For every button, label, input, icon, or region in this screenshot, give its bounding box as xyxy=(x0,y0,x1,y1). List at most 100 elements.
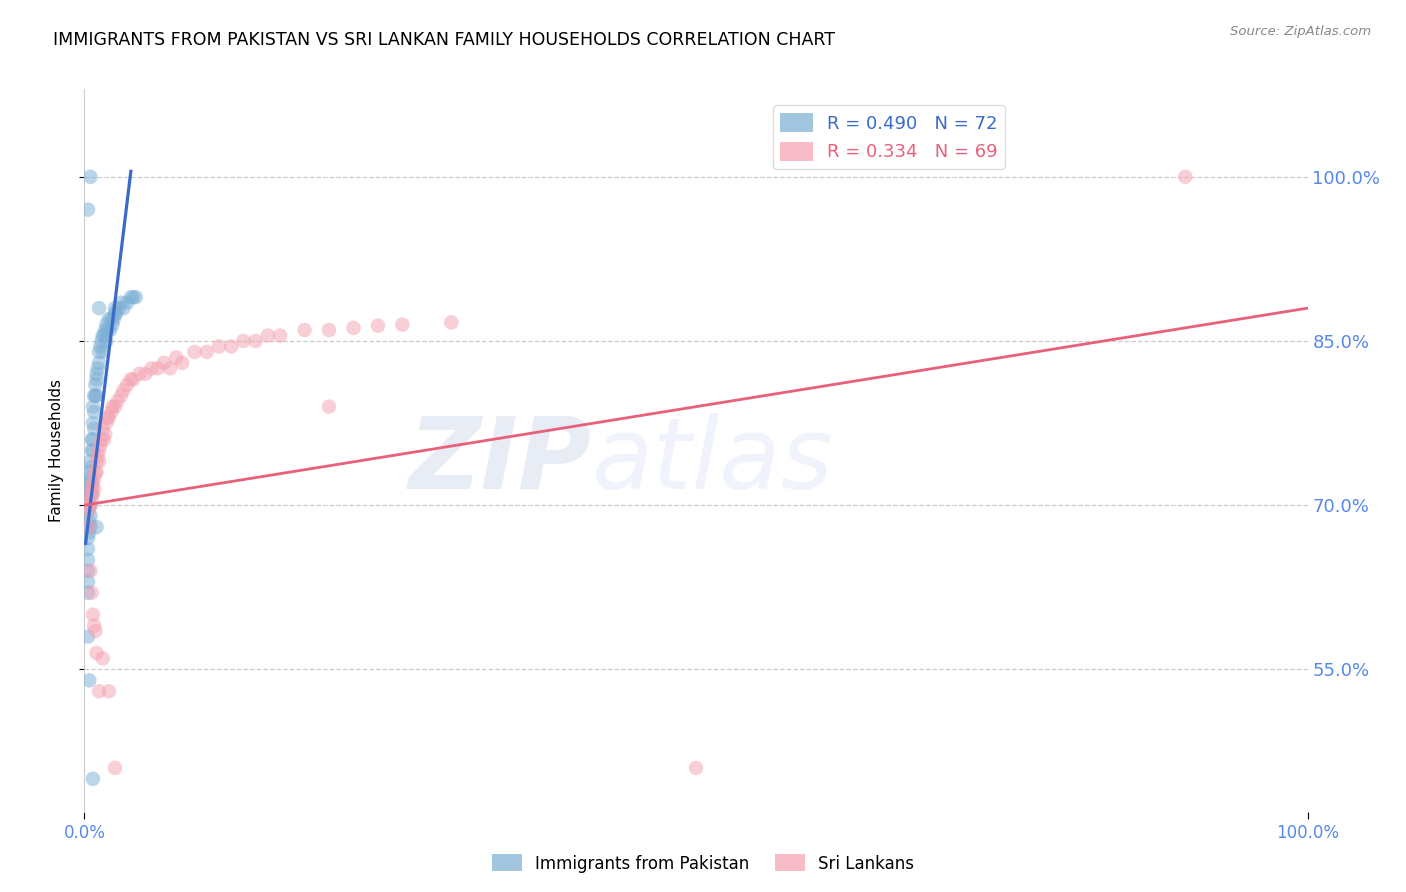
Point xyxy=(367,318,389,333)
Point xyxy=(112,383,135,397)
Point xyxy=(91,651,114,665)
Point xyxy=(80,433,103,447)
Point xyxy=(86,389,108,403)
Point xyxy=(87,684,110,698)
Point xyxy=(86,646,108,660)
Point xyxy=(89,339,111,353)
Point xyxy=(79,169,101,184)
Point xyxy=(104,761,127,775)
Point xyxy=(80,492,103,507)
Point xyxy=(77,541,100,556)
Point xyxy=(685,761,707,775)
Point xyxy=(87,301,110,315)
Text: IMMIGRANTS FROM PAKISTAN VS SRI LANKAN FAMILY HOUSEHOLDS CORRELATION CHART: IMMIGRANTS FROM PAKISTAN VS SRI LANKAN F… xyxy=(53,31,835,49)
Point xyxy=(77,630,100,644)
Point xyxy=(84,624,107,639)
Point xyxy=(208,339,231,353)
Point xyxy=(79,498,101,512)
Point xyxy=(107,301,129,315)
Point xyxy=(86,454,108,468)
Point xyxy=(104,400,127,414)
Point xyxy=(97,323,120,337)
Point xyxy=(94,427,117,442)
Point xyxy=(97,684,120,698)
Point xyxy=(77,498,100,512)
Point xyxy=(77,553,100,567)
Point xyxy=(90,433,112,447)
Point xyxy=(105,307,128,321)
Point xyxy=(77,503,100,517)
Point xyxy=(122,372,145,386)
Point xyxy=(96,318,118,332)
Point xyxy=(82,416,104,430)
Point xyxy=(112,301,135,315)
Point xyxy=(83,471,105,485)
Point xyxy=(77,531,100,545)
Point xyxy=(120,372,142,386)
Point xyxy=(76,476,98,491)
Point xyxy=(269,328,291,343)
Legend: Immigrants from Pakistan, Sri Lankans: Immigrants from Pakistan, Sri Lankans xyxy=(485,847,921,880)
Point xyxy=(172,356,194,370)
Point xyxy=(391,318,413,332)
Legend: R = 0.490   N = 72, R = 0.334   N = 69: R = 0.490 N = 72, R = 0.334 N = 69 xyxy=(773,105,1005,169)
Point xyxy=(105,394,128,409)
Text: atlas: atlas xyxy=(592,413,834,510)
Point xyxy=(82,772,104,786)
Point xyxy=(97,312,120,326)
Point xyxy=(125,290,148,304)
Point xyxy=(87,449,110,463)
Point xyxy=(86,466,108,480)
Point xyxy=(80,487,103,501)
Point xyxy=(100,312,122,326)
Point xyxy=(87,454,110,468)
Point xyxy=(98,323,121,337)
Point xyxy=(79,454,101,468)
Point xyxy=(232,334,254,348)
Point xyxy=(87,356,110,370)
Point xyxy=(97,410,120,425)
Point xyxy=(77,487,100,501)
Point xyxy=(77,202,100,217)
Point xyxy=(104,307,127,321)
Point xyxy=(77,525,100,540)
Point xyxy=(440,315,463,329)
Point xyxy=(79,498,101,512)
Point xyxy=(83,405,105,419)
Point xyxy=(80,476,103,491)
Point xyxy=(79,471,101,485)
Point xyxy=(79,509,101,524)
Point xyxy=(82,433,104,447)
Point xyxy=(87,361,110,376)
Point xyxy=(82,607,104,622)
Point xyxy=(110,389,132,403)
Point xyxy=(103,312,125,326)
Point xyxy=(83,389,105,403)
Point xyxy=(87,443,110,458)
Point xyxy=(82,443,104,458)
Point xyxy=(77,564,100,578)
Point xyxy=(294,323,316,337)
Point xyxy=(195,345,218,359)
Point xyxy=(135,367,157,381)
Point xyxy=(146,361,169,376)
Point xyxy=(257,328,280,343)
Point xyxy=(82,400,104,414)
Point xyxy=(96,334,118,348)
Point xyxy=(77,515,100,529)
Point xyxy=(82,487,104,501)
Point xyxy=(91,345,114,359)
Point xyxy=(159,361,181,376)
Point xyxy=(128,367,150,381)
Point xyxy=(141,361,163,376)
Point xyxy=(80,482,103,496)
Point xyxy=(93,328,115,343)
Point xyxy=(77,520,100,534)
Y-axis label: Family Households: Family Households xyxy=(49,379,63,522)
Point xyxy=(183,345,205,359)
Point xyxy=(79,487,101,501)
Point xyxy=(318,400,340,414)
Point xyxy=(82,476,104,491)
Point xyxy=(120,290,142,304)
Point xyxy=(80,443,103,458)
